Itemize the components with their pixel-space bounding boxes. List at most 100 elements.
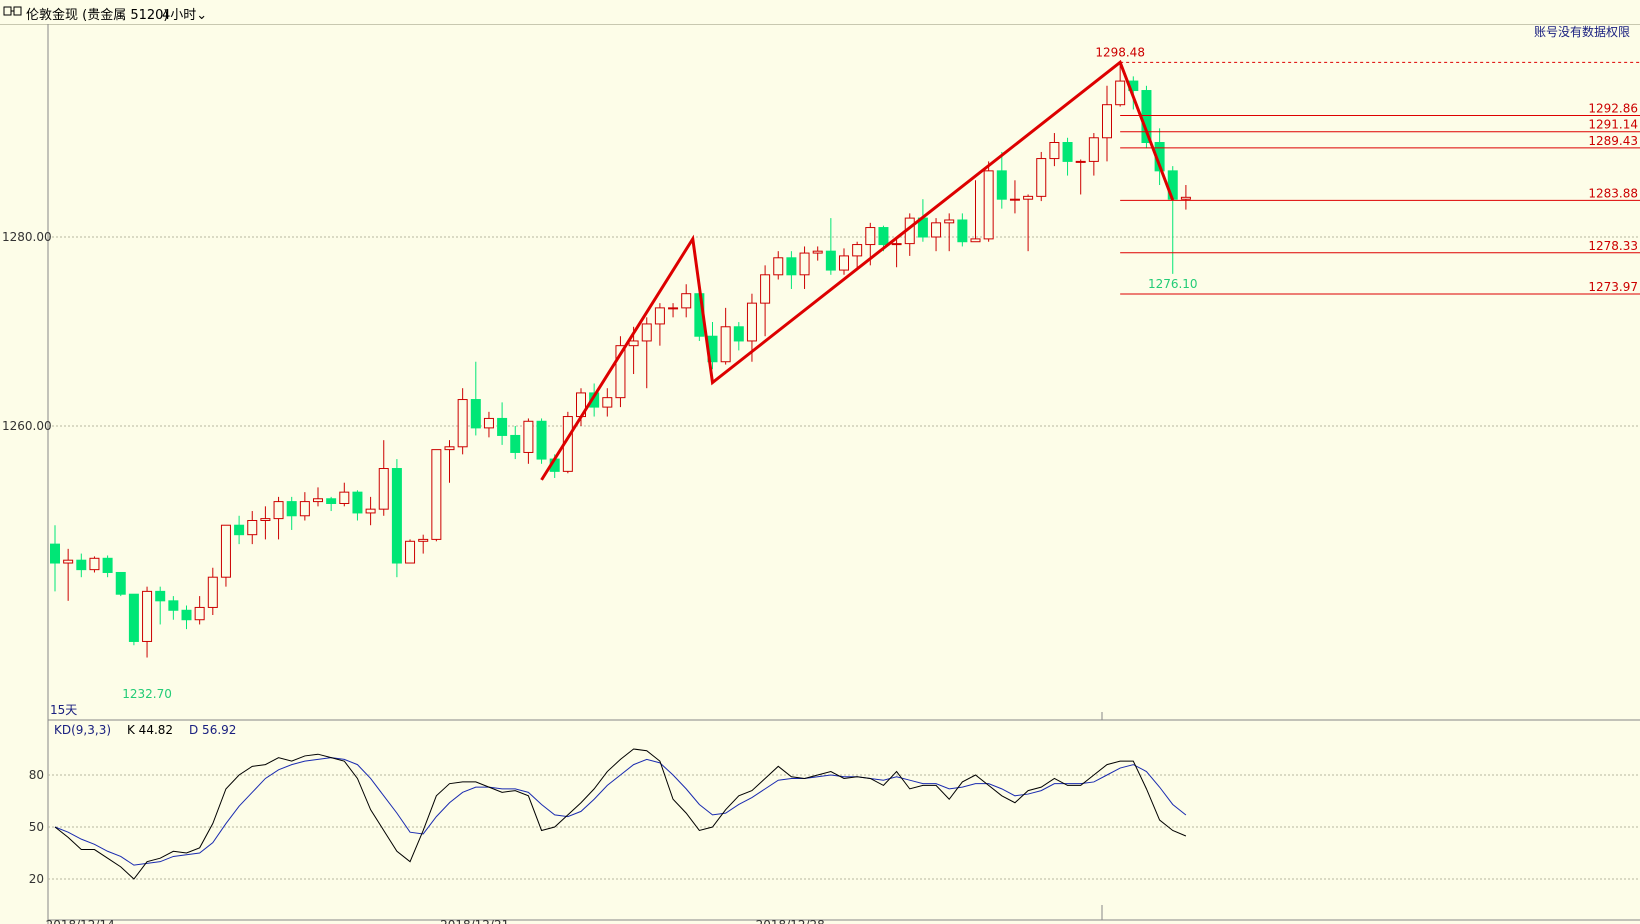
kd-tick-label: 50 xyxy=(29,820,44,834)
level-label: 1291.14 xyxy=(1588,118,1638,132)
range-label: 15天 xyxy=(50,703,77,717)
candle-body-up xyxy=(260,518,271,521)
candle-body-up xyxy=(220,524,231,578)
title-bar: 伦敦金现 (贵金属 5120) 4小时⌄ xyxy=(0,0,1640,25)
candle-body-up xyxy=(418,538,429,542)
candle-body-up xyxy=(1009,198,1020,201)
candle-body-down xyxy=(957,219,968,243)
candle-body-up xyxy=(602,397,613,408)
candle-body-up xyxy=(431,449,442,540)
date-label: 2018/12/28 xyxy=(756,918,825,924)
candle-body-up xyxy=(760,274,771,304)
d-value: D 56.92 xyxy=(189,723,236,737)
candle-body-up xyxy=(773,257,784,276)
candle-body-down xyxy=(286,501,297,517)
grid: 1280.00 1260.00 80 50 20 2018/12/14 2018/12/21… xyxy=(2,24,1640,924)
candle-body-up xyxy=(628,340,639,347)
date-label: 2018/12/14 xyxy=(46,918,115,924)
candle-body-up xyxy=(378,468,389,510)
candle-body-down xyxy=(825,250,836,271)
period-selector[interactable]: 4小时⌄ xyxy=(162,4,207,23)
candle-body-up xyxy=(1036,158,1047,197)
candle-body-up xyxy=(313,498,323,503)
extreme-value-label: 1232.70 xyxy=(122,687,172,701)
candle-body-down xyxy=(128,593,139,642)
candle-body-up xyxy=(865,227,876,246)
candle-body-up xyxy=(247,520,258,536)
price-tick-label: 1260.00 xyxy=(2,419,52,433)
level-label: 1289.43 xyxy=(1588,134,1638,148)
permission-notice: 账号没有数据权限 xyxy=(1534,24,1630,39)
candle-body-up xyxy=(668,307,679,310)
candle-body-down xyxy=(510,434,521,453)
candle-body-up xyxy=(681,293,692,309)
candle-body-up xyxy=(1023,195,1034,200)
kd-tick-label: 20 xyxy=(29,872,44,886)
candle-body-up xyxy=(299,501,310,517)
candle-body-up xyxy=(1180,196,1191,200)
candle-body-up xyxy=(641,323,652,342)
candle-body-down xyxy=(1062,142,1073,162)
level-label: 1292.86 xyxy=(1588,101,1638,115)
level-label: 1283.88 xyxy=(1588,186,1638,200)
candles: 1298.48 1276.10 1232.70 xyxy=(50,45,1198,701)
candle-body-up xyxy=(970,238,981,243)
candle-body-down xyxy=(470,399,481,429)
candle-body-up xyxy=(339,491,350,504)
candle-body-up xyxy=(194,606,205,621)
candle-body-down xyxy=(326,498,337,504)
candle-body-down xyxy=(996,170,1007,200)
candle-body-up xyxy=(405,540,416,564)
candle-body-up xyxy=(654,307,665,325)
candle-body-up xyxy=(720,326,731,363)
date-label: 2018/12/21 xyxy=(440,918,509,924)
candle-body-down xyxy=(733,326,744,342)
kd-indicator xyxy=(54,748,1187,880)
candle-body-up xyxy=(1102,104,1112,139)
kd-tick-label: 80 xyxy=(29,768,44,782)
chevron-down-icon: ⌄ xyxy=(196,8,208,23)
candle-body-up xyxy=(523,420,534,453)
candle-body-up xyxy=(457,399,468,448)
candle-body-down xyxy=(76,559,87,571)
candle-body-down xyxy=(102,557,113,573)
candle-body-up xyxy=(1049,142,1060,160)
candle-body-up xyxy=(273,501,284,520)
candle-body-up xyxy=(746,302,757,342)
candle-body-up xyxy=(1088,137,1099,162)
chart-mode-icon[interactable] xyxy=(3,6,23,16)
candle-body-up xyxy=(931,222,942,238)
extreme-value-label: 1298.48 xyxy=(1095,45,1145,59)
kd-d-line xyxy=(54,757,1187,866)
candle-body-up xyxy=(615,345,626,399)
candle-body-up xyxy=(483,417,494,429)
zigzag-line xyxy=(540,59,1175,481)
candle-body-up xyxy=(63,559,74,564)
candle-body-down xyxy=(181,609,192,621)
price-tick-label: 1280.00 xyxy=(2,230,52,244)
candle-body-up xyxy=(983,170,994,240)
candle-body-up xyxy=(839,255,849,271)
candle-body-down xyxy=(391,468,402,564)
candle-body-down xyxy=(786,257,797,276)
candle-body-up xyxy=(944,219,955,224)
indicator-name[interactable]: KD(9,3,3) xyxy=(54,723,111,737)
candle-body-down xyxy=(50,543,60,564)
candle-body-down xyxy=(155,590,166,602)
candle-body-up xyxy=(142,590,153,642)
candle-body-up xyxy=(799,252,810,276)
k-value: K 44.82 xyxy=(127,723,173,737)
candle-body-up xyxy=(444,446,455,451)
candle-body-up xyxy=(89,557,100,571)
candle-body-down xyxy=(352,491,363,514)
candle-body-up xyxy=(1075,160,1086,163)
candle-body-up xyxy=(812,250,823,254)
candle-body-up xyxy=(852,244,863,257)
level-label: 1278.33 xyxy=(1588,239,1638,253)
zigzag-pattern xyxy=(540,59,1175,481)
retracement-levels: 1292.86 1291.14 1289.43 1283.88 1278.33 1273.… xyxy=(1120,61,1640,295)
candle-body-down xyxy=(115,571,126,595)
extreme-value-label: 1276.10 xyxy=(1148,277,1198,291)
candle-body-up xyxy=(891,243,902,246)
